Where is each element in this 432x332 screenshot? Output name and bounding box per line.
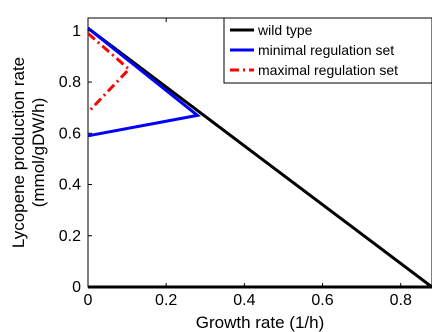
y-axis-label-line-2: (mmol/gDW/h) xyxy=(29,98,48,208)
x-tick-label: 0 xyxy=(84,292,93,309)
series-line-1 xyxy=(87,27,202,138)
y-axis-label-line-1: Lycopene production rate xyxy=(9,57,28,248)
x-tick-label: 0.6 xyxy=(311,292,333,309)
legend-label-2: maximal regulation set xyxy=(258,62,398,78)
y-tick-label: 0.8 xyxy=(59,74,81,91)
y-tick-label: 0.6 xyxy=(59,125,81,142)
legend-frame xyxy=(223,17,432,84)
x-axis-label: Growth rate (1/h) xyxy=(196,313,325,332)
x-tick-label: 0.4 xyxy=(233,292,255,309)
y-tick-label: 0.4 xyxy=(59,177,81,194)
legend-label-1: minimal regulation set xyxy=(258,42,394,58)
y-tick-label: 0 xyxy=(72,279,81,296)
y-tick-label: 1 xyxy=(72,23,81,40)
series-lines xyxy=(87,27,432,289)
legend: wild type minimal regulation set maximal r… xyxy=(223,17,432,84)
x-tick-label: 0.8 xyxy=(390,292,412,309)
y-axis-ticks: 0 0.2 0.4 0.6 0.8 1 xyxy=(59,23,92,296)
legend-label-0: wild type xyxy=(257,22,313,38)
x-axis-ticks: 0 0.2 0.4 0.6 0.8 xyxy=(84,18,412,309)
y-tick-label: 0.2 xyxy=(59,228,81,245)
x-tick-label: 0.2 xyxy=(155,292,177,309)
series-line-0 xyxy=(87,27,432,289)
